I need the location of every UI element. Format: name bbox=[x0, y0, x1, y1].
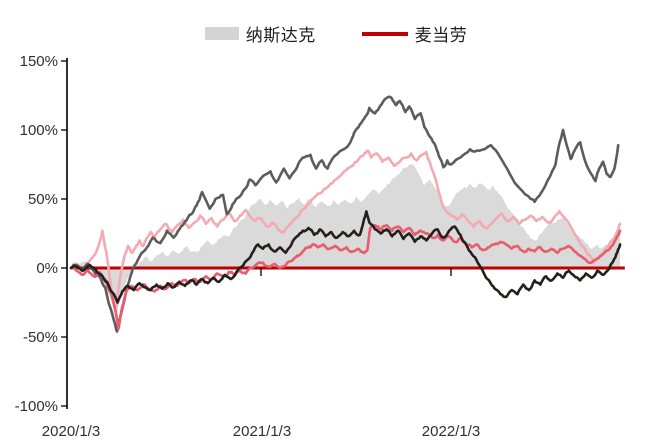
chart-legend: 纳斯达克 麦当劳 bbox=[0, 21, 672, 46]
y-tick-label: -100% bbox=[15, 398, 58, 415]
y-tick-label: 150% bbox=[20, 53, 58, 70]
series-unlabeled-light-pink-line bbox=[69, 149, 622, 314]
series-layer bbox=[69, 95, 625, 333]
y-tick-label: 50% bbox=[28, 191, 58, 208]
legend-item-mcdonalds: 麦当劳 bbox=[361, 21, 468, 46]
y-tick-label: 100% bbox=[20, 122, 58, 139]
series-unlabeled-black-line bbox=[69, 210, 622, 304]
legend-label-nasdaq: 纳斯达克 bbox=[245, 26, 316, 45]
y-tick-label: -50% bbox=[23, 329, 58, 346]
x-tick-label: 2022/1/3 bbox=[422, 423, 480, 440]
legend-item-nasdaq: 纳斯达克 bbox=[204, 21, 316, 46]
nasdaq-area-swatch-icon bbox=[204, 27, 239, 40]
x-tick-label: 2021/1/3 bbox=[233, 423, 291, 440]
mcdonalds-line-swatch-icon bbox=[361, 31, 408, 36]
legend-label-mcdonalds: 麦当劳 bbox=[414, 26, 468, 45]
y-tick-label: 0% bbox=[36, 260, 58, 277]
series-unlabeled-dark-gray-line bbox=[69, 95, 620, 333]
x-tick-label: 2020/1/3 bbox=[42, 423, 100, 440]
series-unlabeled-rose-line bbox=[69, 223, 622, 331]
series-纳斯达克 bbox=[71, 164, 621, 311]
